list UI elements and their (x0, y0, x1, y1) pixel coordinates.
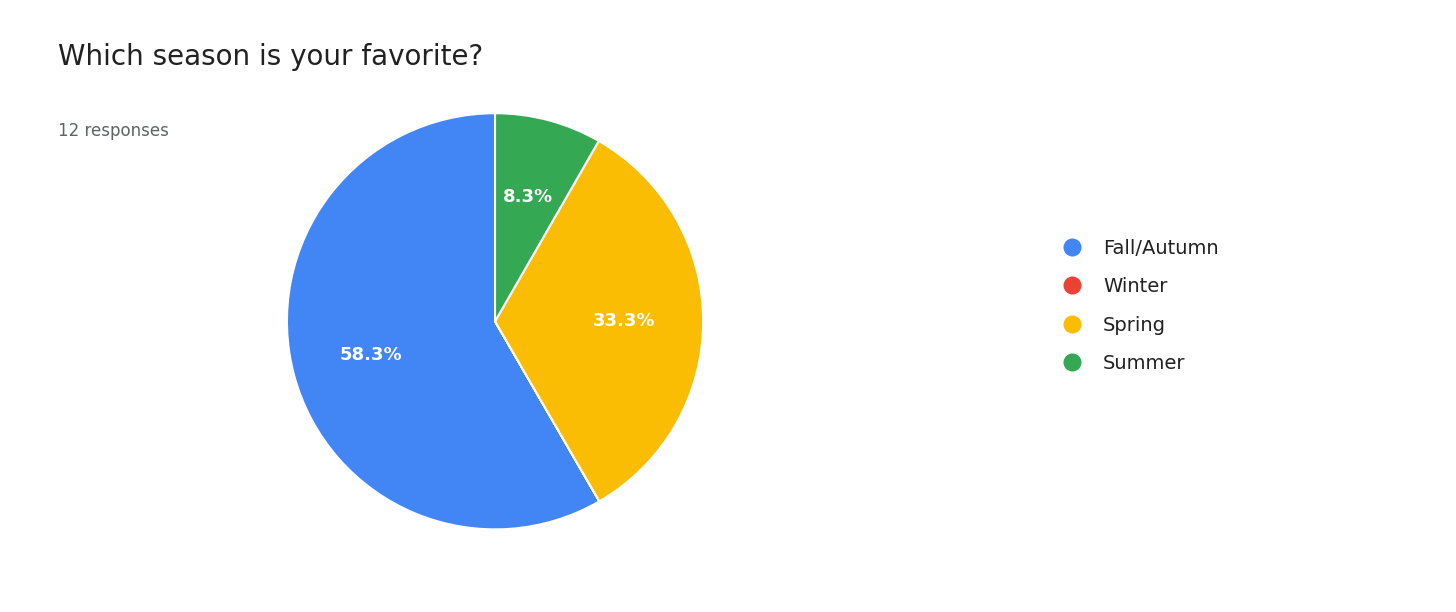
Text: 33.3%: 33.3% (593, 312, 655, 330)
Text: Which season is your favorite?: Which season is your favorite? (58, 43, 483, 71)
Text: 12 responses: 12 responses (58, 122, 169, 140)
Wedge shape (495, 141, 703, 501)
Wedge shape (495, 113, 598, 321)
Wedge shape (287, 113, 600, 529)
Wedge shape (495, 321, 600, 501)
Legend: Fall/Autumn, Winter, Spring, Summer: Fall/Autumn, Winter, Spring, Summer (1053, 239, 1219, 373)
Text: 8.3%: 8.3% (504, 188, 553, 206)
Text: 58.3%: 58.3% (339, 346, 402, 364)
